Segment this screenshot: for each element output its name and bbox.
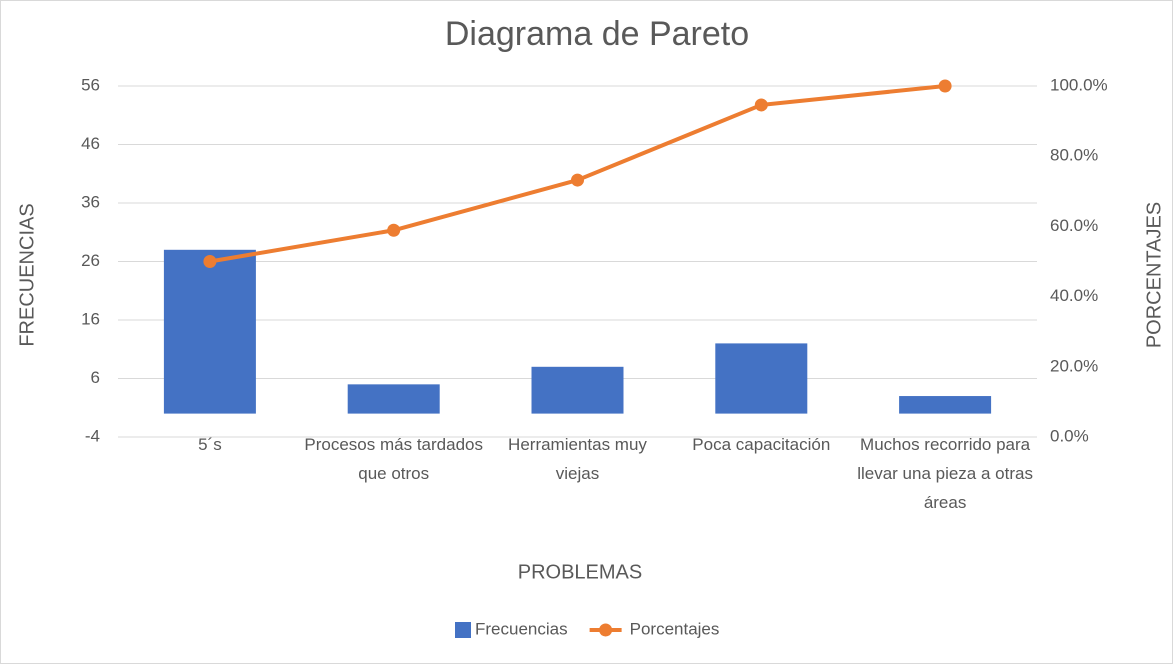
x-tick-label: Poca capacitación bbox=[692, 435, 831, 454]
y-tick-label: 36 bbox=[81, 192, 100, 211]
x-tick-label: 5´s bbox=[198, 435, 222, 454]
y2-tick-label: 100.0% bbox=[1050, 75, 1108, 94]
bar bbox=[715, 343, 808, 414]
y2-tick-label: 80.0% bbox=[1050, 146, 1098, 165]
line-marker bbox=[754, 98, 768, 112]
y2-tick-label: 40.0% bbox=[1050, 286, 1098, 305]
bar bbox=[531, 366, 624, 414]
bar bbox=[163, 249, 256, 414]
y-axis-title: FRECUENCIAS bbox=[16, 203, 38, 346]
line-marker bbox=[387, 223, 401, 237]
bar bbox=[347, 384, 440, 414]
chart-title: Diagrama de Pareto bbox=[445, 15, 749, 53]
x-tick-label: Muchos recorrido para llevar una pieza a… bbox=[857, 435, 1033, 512]
y-tick-label: 16 bbox=[81, 309, 100, 328]
y2-tick-label: 60.0% bbox=[1050, 216, 1098, 235]
legend-swatch bbox=[455, 622, 471, 638]
y-tick-label: 46 bbox=[81, 134, 100, 153]
y-tick-label: -4 bbox=[85, 426, 100, 445]
legend-label: Frecuencias bbox=[475, 619, 568, 638]
line-marker bbox=[571, 173, 584, 187]
y2-tick-label: 20.0% bbox=[1050, 356, 1098, 375]
y2-tick-label: 0.0% bbox=[1050, 426, 1089, 445]
y-tick-label: 26 bbox=[81, 251, 100, 270]
line-marker bbox=[203, 255, 217, 268]
legend-swatch bbox=[599, 623, 613, 637]
y-tick-label: 56 bbox=[81, 75, 100, 94]
x-tick-label: Herramientas muy viejas bbox=[508, 435, 647, 483]
x-tick-label: Procesos más tardados que otros bbox=[304, 435, 483, 483]
line-marker bbox=[938, 79, 952, 93]
bar bbox=[899, 396, 992, 414]
legend-label: Porcentajes bbox=[630, 619, 720, 638]
y-tick-label: 6 bbox=[91, 368, 100, 387]
y2-axis-title: PORCENTAJES bbox=[1143, 202, 1165, 348]
x-axis-title: PROBLEMAS bbox=[518, 561, 642, 583]
